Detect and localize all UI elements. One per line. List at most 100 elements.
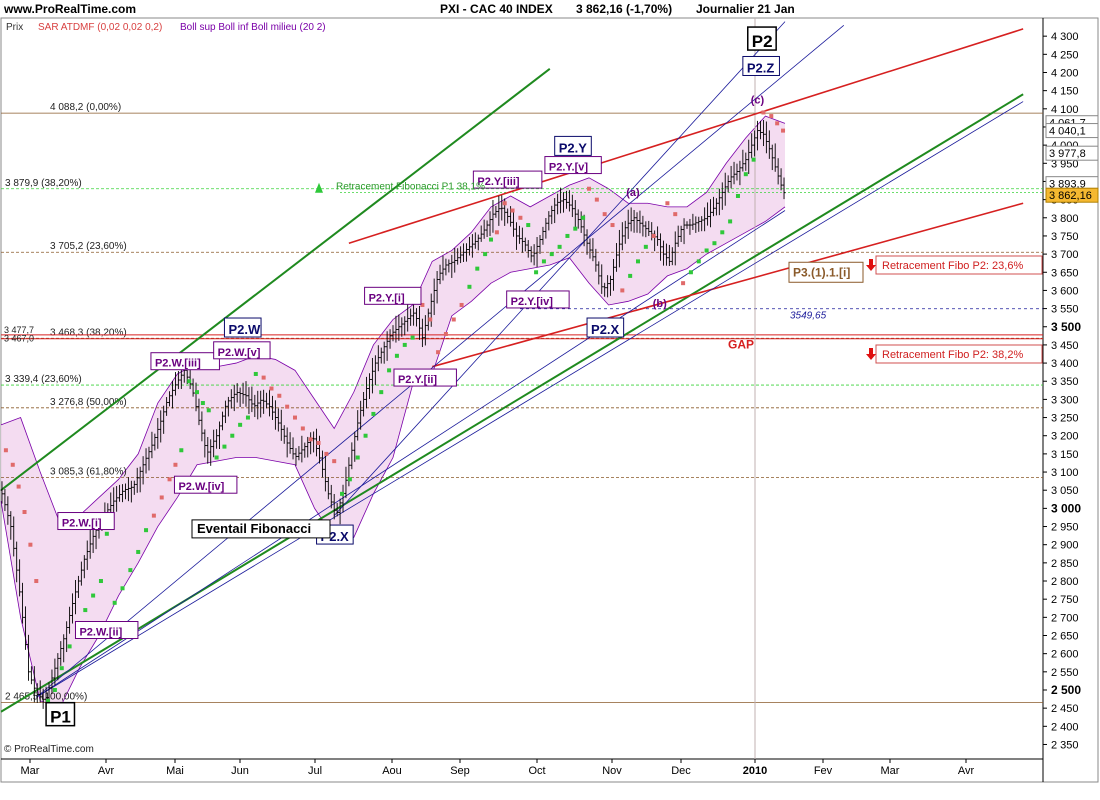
gap-label: GAP <box>728 338 754 352</box>
y-tick-label: 2 400 <box>1051 721 1079 733</box>
sar-dot <box>173 462 178 467</box>
sar-dot <box>277 393 282 398</box>
down-arrow-icon <box>866 347 876 360</box>
y-tick-label: 3 950 <box>1051 158 1079 170</box>
blue-fan-line-1 <box>36 24 845 698</box>
y-tick-label: 2 550 <box>1051 667 1079 679</box>
sar-dot <box>316 440 321 445</box>
legend-prix: Prix <box>6 22 23 33</box>
y-tick-label: 4 150 <box>1051 86 1079 98</box>
sar-dot <box>136 549 141 554</box>
fibo-line-label: 3 468,3 (38,20%) <box>50 327 127 338</box>
sar-dot <box>628 273 633 278</box>
wave-label-frame <box>586 317 625 338</box>
sar-dot <box>781 128 786 133</box>
y-tick-label: 2 950 <box>1051 522 1079 534</box>
fibo-p2-382-box[interactable]: Retracement Fibo P2: 38,2% <box>866 344 1043 364</box>
fibo-line-label: 3 879,9 (38,20%) <box>5 178 82 189</box>
wave-label-box[interactable]: P2.Y.[i] <box>364 286 422 305</box>
y-tick-label: 2 700 <box>1051 612 1079 624</box>
sar-dot <box>347 477 352 482</box>
sar-dot <box>144 528 149 533</box>
fibo-line-label: 4 088,2 (0,00%) <box>50 102 121 113</box>
sar-dot <box>636 259 640 264</box>
sar-dot <box>526 223 531 228</box>
wave-label-text: P2.Y.[iv] <box>511 296 554 308</box>
dotted-level-label: 3549,65 <box>790 311 827 322</box>
y-tick-label: 4 200 <box>1051 67 1079 79</box>
sar-dot <box>428 317 433 322</box>
sar-dot <box>394 353 399 358</box>
wave-label-box[interactable]: P2.W <box>223 317 262 338</box>
y-tick-label: 2 500 <box>1051 683 1081 697</box>
eventail-label-box[interactable]: Eventail Fibonacci <box>191 519 331 539</box>
sar-dot <box>594 197 599 202</box>
sar-dot <box>128 568 133 573</box>
p3-frame <box>788 261 864 283</box>
sar-dot <box>332 459 337 464</box>
sar-dot <box>573 226 578 231</box>
eventail-frame <box>191 519 331 539</box>
sar-dot <box>293 415 297 420</box>
y-tick-label: 3 350 <box>1051 376 1079 388</box>
fibo-line-label: 3 276,8 (50,00%) <box>50 397 127 408</box>
sar-dot <box>620 288 625 293</box>
sar-dot <box>355 455 360 460</box>
wave-label-box[interactable]: P2.Y.[iv] <box>506 290 570 309</box>
chart-period: Journalier 21 Jan <box>696 2 795 16</box>
wave-label-box[interactable]: P2.W.[iv] <box>173 475 238 494</box>
sar-dot <box>3 448 8 453</box>
sar-dot <box>159 495 164 500</box>
sar-dot <box>549 252 554 257</box>
wave-label-box[interactable]: P2.Y.[v] <box>544 156 602 175</box>
wave-label-box[interactable]: P2.Y.[iii] <box>472 170 543 189</box>
price-tag-text: 3 862,16 <box>1049 190 1092 202</box>
sar-dot <box>387 368 392 373</box>
wave-label-frame <box>45 701 76 727</box>
wave-label-box[interactable]: P1 <box>45 701 76 727</box>
x-tick-label: Mar <box>881 765 900 777</box>
sar-dot <box>769 114 774 119</box>
wave-label: (b) <box>653 298 667 310</box>
sar-dot <box>475 266 480 271</box>
sar-dot <box>410 335 415 340</box>
sar-dot <box>261 375 266 380</box>
fibo-p2-236-box[interactable]: Retracement Fibo P2: 23,6% <box>866 255 1043 275</box>
wave-label-box[interactable]: P2.Y <box>554 135 592 156</box>
x-tick-label: Mar <box>21 765 40 777</box>
wave-label-box[interactable]: P2 <box>747 26 777 51</box>
sar-dot <box>494 230 499 235</box>
sar-dot <box>151 513 156 518</box>
wave-label-box[interactable]: P2.W.[i] <box>57 512 115 531</box>
wave-label-box[interactable]: P2.Z <box>742 55 780 76</box>
sar-dot <box>688 270 693 275</box>
blue-fan-line-2 <box>36 101 1024 698</box>
x-tick-label: Fev <box>814 765 833 777</box>
sar-dot <box>22 510 27 514</box>
wave-label-box[interactable]: P2.W.[iii] <box>150 352 220 371</box>
legend-boll: Boll sup Boll inf Boll milieu (20 2) <box>180 22 326 33</box>
site-name[interactable]: www.ProRealTime.com <box>4 2 137 16</box>
y-tick-label: 3 000 <box>1051 501 1081 515</box>
eventail-text: Eventail Fibonacci <box>197 521 311 536</box>
wave-label-text: P2.X <box>591 322 620 337</box>
sar-dot <box>483 252 488 257</box>
sar-dot <box>489 237 493 242</box>
wave-label-box[interactable]: P2.W.[v] <box>213 341 271 360</box>
wave-label-text: P2.W <box>228 322 261 337</box>
sar-dot <box>565 233 570 238</box>
sar-dot <box>187 379 192 384</box>
p3-label-box[interactable]: P3.(1).1.[i] <box>788 261 864 283</box>
x-tick-label: Sep <box>450 765 470 777</box>
wave-label-box[interactable]: P2.W.[ii] <box>74 621 139 639</box>
wave-label-box[interactable]: P2.X <box>586 317 625 338</box>
wave-label-box[interactable]: P2.Y.[ii] <box>393 368 457 387</box>
sar-dot <box>557 244 562 249</box>
sar-dot <box>518 215 523 220</box>
sar-dot <box>581 215 586 220</box>
blue-fan-line-4 <box>333 21 786 516</box>
wave-label: (a) <box>626 187 640 199</box>
fibo-p2-236-box-text: Retracement Fibo P2: 23,6% <box>882 260 1023 272</box>
